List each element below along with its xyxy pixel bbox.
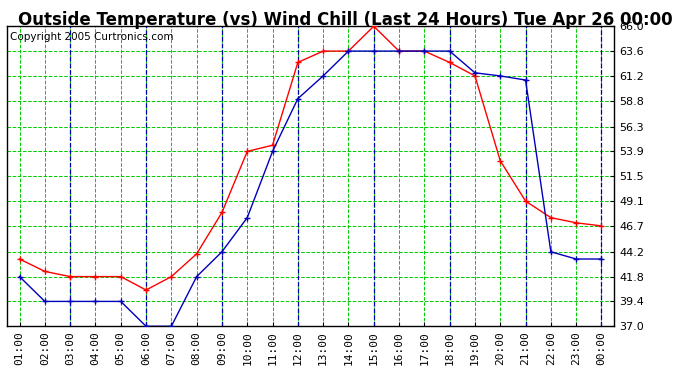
Text: Copyright 2005 Curtronics.com: Copyright 2005 Curtronics.com (10, 32, 173, 42)
Text: Outside Temperature (vs) Wind Chill (Last 24 Hours) Tue Apr 26 00:00: Outside Temperature (vs) Wind Chill (Las… (18, 11, 672, 29)
